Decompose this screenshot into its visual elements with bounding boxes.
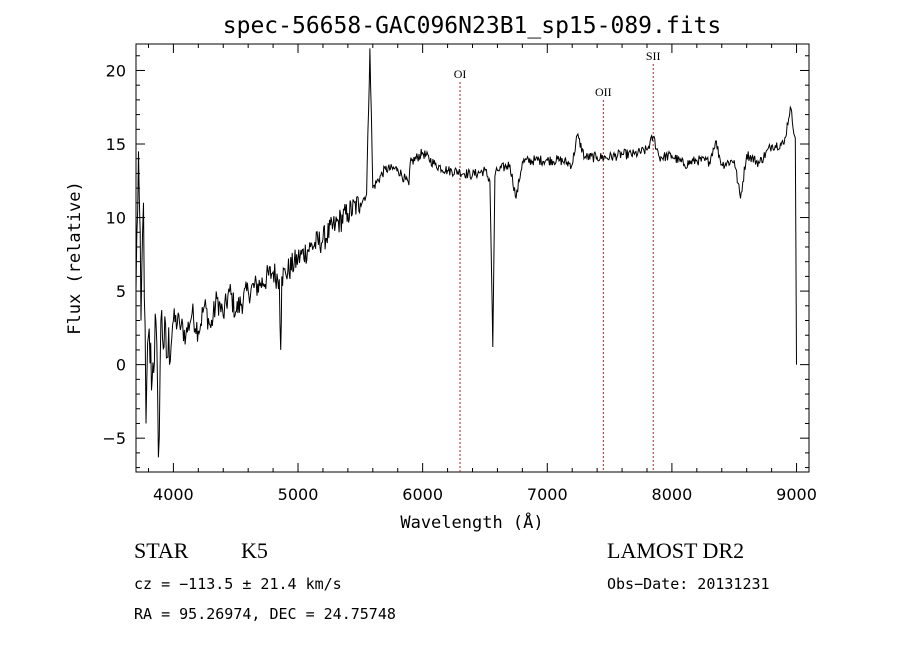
- object-subclass: K5: [241, 538, 268, 563]
- chart-title: spec-56658-GAC096N23B1_sp15-089.fits: [223, 13, 722, 39]
- y-tick-label: 5: [116, 282, 126, 301]
- spectral-line-label: SII: [646, 49, 661, 63]
- x-tick-label: 7000: [527, 485, 568, 504]
- x-tick-label: 9000: [776, 485, 817, 504]
- y-tick-label: 0: [116, 356, 126, 375]
- survey-name: LAMOST DR2: [607, 538, 744, 563]
- spectral-line-label: OI: [454, 67, 467, 81]
- observation-date: Obs−Date: 20131231: [607, 575, 770, 593]
- y-tick-label: 15: [106, 135, 126, 154]
- spectral-line-markers: OI OII SII: [454, 49, 661, 472]
- y-tick-label: 20: [106, 61, 126, 80]
- y-tick-label: 10: [106, 209, 126, 228]
- x-axis-label: Wavelength (Å): [400, 511, 543, 533]
- plot-frame: [135, 43, 810, 473]
- redshift-velocity: cz = −113.5 ± 21.4 km/s: [134, 575, 342, 593]
- y-tick-label: −5: [102, 429, 126, 448]
- y-axis-label: Flux (relative): [65, 181, 85, 335]
- x-tick-label: 8000: [652, 485, 693, 504]
- x-tick-label: 5000: [278, 485, 319, 504]
- x-tick-label: 4000: [153, 485, 194, 504]
- coordinates: RA = 95.26974, DEC = 24.75748: [134, 605, 396, 623]
- spectral-line-label: OII: [595, 85, 612, 99]
- object-class: STAR: [134, 538, 189, 563]
- x-axis: 4000 5000 6000 7000 8000 9000: [147, 44, 817, 504]
- spectrum-line: [135, 48, 797, 458]
- y-axis: −5 0 5 10 15 20: [102, 55, 809, 469]
- x-tick-label: 6000: [402, 485, 443, 504]
